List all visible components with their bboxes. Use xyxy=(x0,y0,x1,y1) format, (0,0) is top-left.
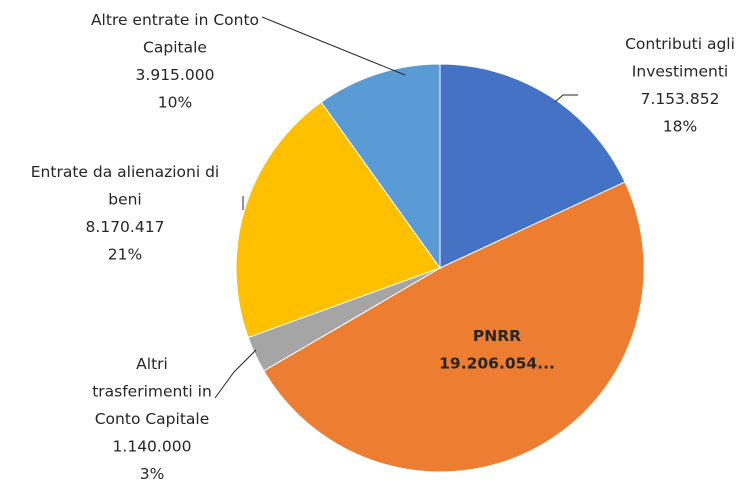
labels: Contributi agli Investimenti 7.153.852 18% P… xyxy=(31,11,735,483)
value-label: 8.170.417 xyxy=(86,218,165,236)
value-label: 7.153.852 xyxy=(641,90,720,108)
value-label: 3.915.000 xyxy=(136,66,215,84)
leader-line xyxy=(261,16,406,76)
category-label-line: Conto Capitale xyxy=(95,410,210,428)
pie-slice xyxy=(439,63,626,269)
leader-line xyxy=(214,349,257,399)
data-label: Contributi agli Investimenti 7.153.852 18% xyxy=(625,35,735,136)
category-label-line: Altri xyxy=(136,355,168,373)
leader-line xyxy=(554,94,578,103)
value-label: 19.206.054... xyxy=(439,354,555,372)
data-label: PNRR 19.206.054... xyxy=(439,327,555,373)
percent-label: 21% xyxy=(108,245,142,263)
category-label-line: Investimenti xyxy=(632,62,728,80)
value-label: 1.140.000 xyxy=(113,437,192,455)
category-label-line: Altre entrate in Conto xyxy=(91,11,259,29)
pie xyxy=(235,63,645,473)
data-label: Altre entrate in Conto Capitale 3.915.000 1… xyxy=(91,11,259,112)
category-label-line: Contributi agli xyxy=(625,35,735,53)
data-label: Entrate da alienazioni di beni 8.170.417 21… xyxy=(31,163,219,264)
percent-label: 3% xyxy=(140,465,165,483)
category-label-line: Entrate da alienazioni di xyxy=(31,163,219,181)
data-label: Altri trasferimenti in Conto Capitale 1.140… xyxy=(92,355,212,483)
category-label-line: trasferimenti in xyxy=(92,382,212,400)
pie-slice xyxy=(235,101,441,339)
category-label-line: beni xyxy=(108,190,142,208)
percent-label: 10% xyxy=(158,93,192,111)
pie-slice xyxy=(320,63,441,270)
category-label-line: Capitale xyxy=(143,38,207,56)
category-label-line: PNRR xyxy=(473,327,521,345)
pie-slice xyxy=(263,181,645,473)
percent-label: 18% xyxy=(663,117,697,135)
